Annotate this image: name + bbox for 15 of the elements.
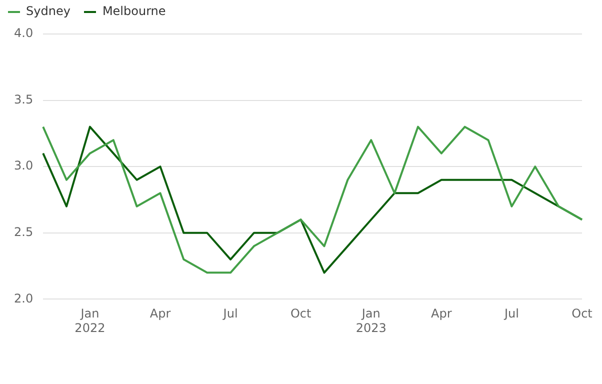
x-tick-label: Apr: [431, 306, 452, 321]
x-tick-label: Jan 2022: [74, 306, 106, 335]
y-tick-label: 2.0: [14, 291, 34, 306]
y-tick-label: 3.5: [14, 92, 34, 106]
x-tick-label: Jan 2023: [356, 306, 386, 335]
x-tick-label: Oct: [572, 306, 593, 321]
y-tick-label: 4.0: [14, 26, 34, 40]
x-tick-label: Apr: [150, 306, 171, 321]
legend-label: Melbourne: [101, 4, 166, 18]
x-tick-label: Jul: [503, 306, 519, 321]
y-tick-label: 3.0: [14, 158, 34, 173]
x-tick-label: Oct: [290, 306, 312, 321]
x-tick-label: Jul: [222, 306, 238, 321]
legend-label: Sydney: [25, 4, 70, 18]
y-tick-label: 2.5: [14, 225, 34, 240]
